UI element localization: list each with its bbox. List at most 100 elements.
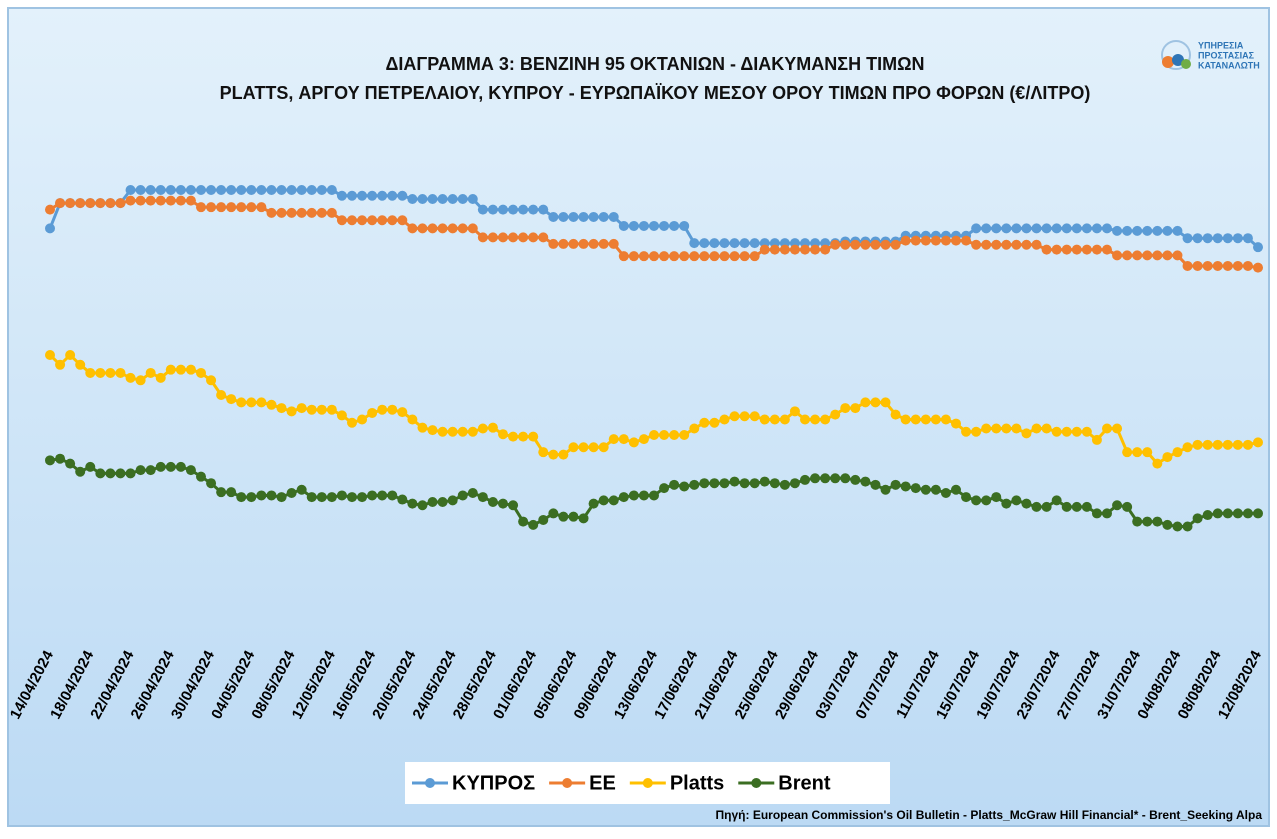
data-point [920,414,931,425]
data-point [1091,508,1102,519]
data-point [1152,516,1163,527]
data-point [326,207,337,218]
data-point [1031,501,1042,512]
data-point [739,251,750,262]
legend-label: Platts [670,772,724,794]
data-point [55,198,66,209]
data-point [477,423,488,434]
data-point [1102,223,1112,234]
legend-marker [425,778,435,788]
data-point [598,211,609,222]
logo-dot [1162,56,1174,68]
data-point [900,481,911,492]
data-point [548,508,559,519]
data-point [266,490,277,501]
data-point [649,220,659,231]
data-point [971,239,982,250]
data-point [145,367,156,378]
data-point [1152,250,1163,261]
data-point [679,430,690,441]
data-point [789,406,800,417]
data-point [236,185,247,196]
data-point [588,238,599,249]
data-point [548,211,559,222]
data-point [306,207,317,218]
data-point [155,372,166,383]
data-point [558,211,569,222]
data-point [55,453,66,464]
data-point [900,235,911,246]
data-point [1253,242,1263,253]
data-point [1011,239,1022,250]
data-point [1212,233,1223,244]
data-point [175,364,186,375]
data-point [749,238,760,249]
data-point [125,372,136,383]
data-point [1253,437,1263,448]
data-point [991,239,1002,250]
data-point [920,235,931,246]
data-point [1212,439,1223,450]
data-point [538,232,549,243]
data-point [276,207,287,218]
data-point [991,492,1002,503]
data-point [890,479,901,490]
data-point [407,414,418,425]
data-point [498,204,508,215]
data-point [185,465,196,476]
data-point [709,478,720,489]
data-point [1182,233,1193,244]
data-point [427,223,438,234]
data-point [115,198,126,209]
data-point [226,394,237,405]
data-point [1071,501,1082,512]
data-point [216,390,227,400]
data-point [699,251,710,262]
data-point [347,417,357,428]
data-point [1031,239,1042,250]
data-point [699,478,710,489]
data-point [467,223,478,234]
data-point [377,190,388,201]
data-point [286,185,297,196]
data-point [407,223,418,234]
data-point [296,185,307,196]
data-point [266,185,277,196]
data-point [739,478,750,489]
data-point [1192,260,1203,271]
data-point [810,473,821,484]
data-point [1212,508,1223,519]
data-point [1222,260,1233,271]
data-point [779,479,790,490]
data-point [548,238,559,249]
data-point [165,364,176,375]
data-point [568,211,579,222]
data-point [1071,426,1082,437]
data-point [175,185,186,196]
legend-label: Brent [778,772,831,794]
data-point [1102,423,1112,434]
data-point [246,397,257,408]
data-point [679,220,690,231]
data-point [578,442,589,453]
data-point [1041,423,1052,434]
data-point [508,232,519,243]
data-point [779,414,790,425]
data-point [1132,516,1143,527]
data-point [417,223,428,234]
data-point [930,235,941,246]
data-point [1242,439,1253,450]
data-point [216,185,227,196]
data-point [1031,423,1042,434]
data-point [65,458,76,469]
data-point [638,220,649,231]
data-point [618,492,629,503]
data-point [1061,244,1072,255]
data-point [1021,428,1032,439]
data-point [880,239,891,250]
data-point [840,403,851,414]
data-point [578,513,589,524]
data-point [447,426,458,437]
data-point [1192,233,1203,244]
data-point [95,468,106,479]
